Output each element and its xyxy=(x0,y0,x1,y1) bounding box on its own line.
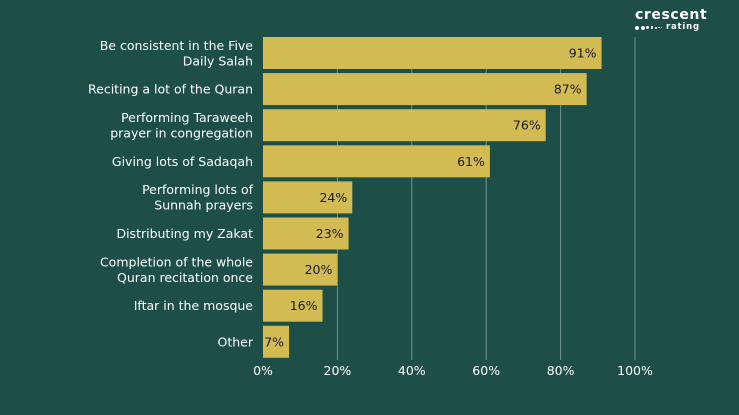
value-label-3: 61% xyxy=(457,154,485,169)
category-label-4-line-0: Performing lots of xyxy=(142,182,254,197)
category-label-2-line-0: Performing Taraweeh xyxy=(121,110,253,125)
logo-text-top: crescent xyxy=(635,7,708,23)
x-tick-label-2: 40% xyxy=(398,363,426,378)
bar-1 xyxy=(263,73,587,106)
category-label-0-line-0: Be consistent in the Five xyxy=(100,38,254,53)
category-label-6-line-1: Quran recitation once xyxy=(117,270,253,285)
category-label-3-line-0: Giving lots of Sadaqah xyxy=(112,154,253,169)
value-label-1: 87% xyxy=(554,82,582,97)
bar-0 xyxy=(263,37,602,69)
value-label-4: 24% xyxy=(319,190,347,205)
value-label-5: 23% xyxy=(316,226,344,241)
category-label-7-line-0: Iftar in the mosque xyxy=(134,298,254,313)
x-tick-label-1: 20% xyxy=(324,363,352,378)
value-label-6: 20% xyxy=(305,262,333,277)
value-label-8: 7% xyxy=(264,334,284,349)
moon-dots-icon xyxy=(635,25,662,30)
bar-7 xyxy=(263,289,323,322)
bar-6 xyxy=(263,253,338,286)
logo-bottom-row: rating xyxy=(635,23,725,32)
crescentrating-logo: crescent rating xyxy=(635,8,725,32)
value-label-7: 16% xyxy=(290,298,318,313)
x-tick-label-0: 0% xyxy=(253,363,273,378)
x-tick-label-5: 100% xyxy=(617,363,653,378)
value-label-2: 76% xyxy=(513,118,541,133)
category-label-0-line-1: Daily Salah xyxy=(183,53,253,68)
x-tick-label-3: 60% xyxy=(472,363,500,378)
value-label-0: 91% xyxy=(569,46,597,61)
category-label-1-line-0: Reciting a lot of the Quran xyxy=(88,82,253,97)
category-label-8-line-0: Other xyxy=(218,334,254,349)
category-label-5-line-0: Distributing my Zakat xyxy=(116,226,253,241)
logo-text-bottom: rating xyxy=(666,22,700,32)
category-label-2-line-1: prayer in congregation xyxy=(110,125,253,140)
bar-5 xyxy=(263,217,349,250)
x-tick-label-4: 80% xyxy=(547,363,575,378)
bar-3 xyxy=(263,145,490,178)
category-label-4-line-1: Sunnah prayers xyxy=(154,198,253,213)
bar-4 xyxy=(263,181,353,214)
bar-8 xyxy=(263,325,290,358)
category-label-6-line-0: Completion of the whole xyxy=(100,254,253,269)
bar-2 xyxy=(263,109,546,142)
